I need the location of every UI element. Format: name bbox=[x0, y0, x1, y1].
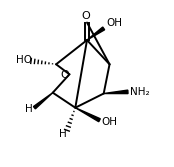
Polygon shape bbox=[104, 90, 128, 94]
Text: O: O bbox=[61, 70, 69, 80]
Text: OH: OH bbox=[106, 18, 122, 28]
Text: O: O bbox=[81, 11, 90, 21]
Text: NH₂: NH₂ bbox=[130, 87, 149, 97]
Text: OH: OH bbox=[102, 117, 117, 127]
Polygon shape bbox=[75, 108, 100, 122]
Polygon shape bbox=[33, 93, 53, 109]
Text: H: H bbox=[25, 104, 32, 114]
Polygon shape bbox=[87, 27, 105, 40]
Text: HO: HO bbox=[16, 55, 32, 65]
Text: H: H bbox=[59, 129, 67, 139]
